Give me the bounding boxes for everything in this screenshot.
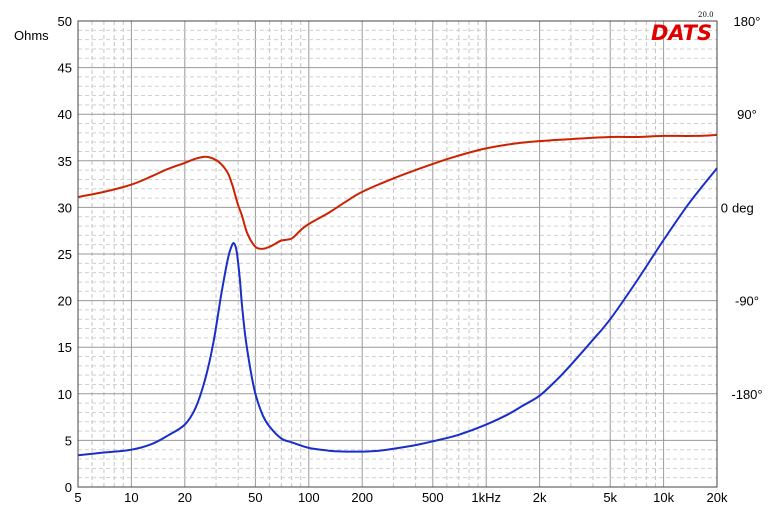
x-tick-label: 100 [298,490,320,505]
x-tick-label: 10k [653,490,674,505]
y-right-tick-label: 90° [737,107,757,122]
x-tick-labels: 5 10 20 50 100 200 500 1kHz 2k 5k 10k 20k [74,490,728,505]
y-right-tick-labels: 180° 90° 0 -90° -180° [721,14,763,402]
plot-frame [77,20,718,488]
logo-version: 20.0 [698,11,714,19]
y-left-tick-label: 10 [58,387,72,402]
x-tick-label: 5 [74,490,81,505]
y-right-tick-label: 180° [734,14,761,29]
y-right-tick-label: 0 [721,200,728,215]
x-tick-label: 20k [707,490,728,505]
dats-logo: DATS [651,21,712,45]
y-left-tick-label: 40 [58,107,72,122]
phase-curve [77,133,718,250]
impedance-curve [77,167,718,457]
x-tick-label: 500 [422,490,444,505]
x-tick-label: 200 [351,490,373,505]
y-left-tick-label: 20 [58,294,72,309]
y-left-tick-label: 0 [65,480,72,495]
grid [77,21,718,487]
curves [77,133,718,457]
y-right-tick-label: -180° [731,387,762,402]
y-left-tick-labels: 0 5 10 15 20 25 30 35 40 45 50 [58,14,72,495]
y-left-tick-label: 45 [58,61,72,76]
y-left-tick-label: 35 [58,154,72,169]
y-left-tick-label: 30 [58,200,72,215]
x-tick-label: 20 [178,490,192,505]
y-left-tick-label: 15 [58,340,72,355]
x-tick-label: 1kHz [471,490,501,505]
y-right-tick-label: -90° [735,294,759,309]
x-tick-label: 10 [124,490,138,505]
x-tick-label: 2k [533,490,547,505]
x-tick-label: 5k [603,490,617,505]
y-left-tick-label: 25 [58,247,72,262]
y-left-tick-label: 5 [65,433,72,448]
y-right-unit-label: deg [732,200,754,215]
x-tick-label: 50 [248,490,262,505]
y-left-axis-label: Ohms [14,28,49,43]
y-left-tick-label: 50 [58,14,72,29]
